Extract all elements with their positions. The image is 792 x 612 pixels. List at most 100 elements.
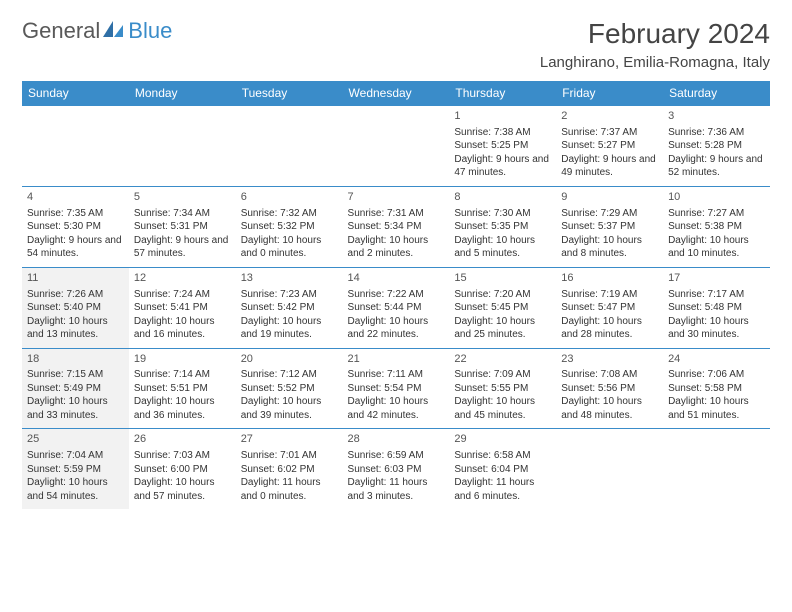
calendar-cell: 18Sunrise: 7:15 AMSunset: 5:49 PMDayligh… xyxy=(22,348,129,429)
sunrise-line: Sunrise: 7:37 AM xyxy=(561,126,658,140)
daylight-line: Daylight: 11 hours and 0 minutes. xyxy=(241,476,338,503)
calendar-cell xyxy=(343,106,450,187)
sunset-line: Sunset: 5:35 PM xyxy=(454,220,551,234)
day-number: 11 xyxy=(27,271,124,286)
day-number: 3 xyxy=(668,109,765,124)
day-number: 23 xyxy=(561,352,658,367)
daylight-line: Daylight: 9 hours and 49 minutes. xyxy=(561,153,658,180)
daylight-line: Daylight: 10 hours and 28 minutes. xyxy=(561,315,658,342)
sunrise-line: Sunrise: 7:29 AM xyxy=(561,207,658,221)
daylight-line: Daylight: 11 hours and 3 minutes. xyxy=(348,476,445,503)
daylight-line: Daylight: 9 hours and 54 minutes. xyxy=(27,234,124,261)
sunrise-line: Sunrise: 7:23 AM xyxy=(241,288,338,302)
daylight-line: Daylight: 10 hours and 13 minutes. xyxy=(27,315,124,342)
day-header: Friday xyxy=(556,81,663,106)
sunset-line: Sunset: 5:59 PM xyxy=(27,463,124,477)
sunrise-line: Sunrise: 7:11 AM xyxy=(348,368,445,382)
calendar-cell xyxy=(129,106,236,187)
day-number: 18 xyxy=(27,352,124,367)
calendar-cell: 7Sunrise: 7:31 AMSunset: 5:34 PMDaylight… xyxy=(343,186,450,267)
day-header: Saturday xyxy=(663,81,770,106)
calendar-cell: 15Sunrise: 7:20 AMSunset: 5:45 PMDayligh… xyxy=(449,267,556,348)
day-number: 27 xyxy=(241,432,338,447)
sunset-line: Sunset: 5:34 PM xyxy=(348,220,445,234)
calendar-cell: 12Sunrise: 7:24 AMSunset: 5:41 PMDayligh… xyxy=(129,267,236,348)
sunrise-line: Sunrise: 7:03 AM xyxy=(134,449,231,463)
day-header-row: SundayMondayTuesdayWednesdayThursdayFrid… xyxy=(22,81,770,106)
calendar-row: 18Sunrise: 7:15 AMSunset: 5:49 PMDayligh… xyxy=(22,348,770,429)
logo-sail-icon xyxy=(103,19,125,44)
day-number: 19 xyxy=(134,352,231,367)
sunset-line: Sunset: 5:31 PM xyxy=(134,220,231,234)
daylight-line: Daylight: 10 hours and 2 minutes. xyxy=(348,234,445,261)
sunrise-line: Sunrise: 7:15 AM xyxy=(27,368,124,382)
calendar-body: 1Sunrise: 7:38 AMSunset: 5:25 PMDaylight… xyxy=(22,106,770,510)
day-number: 20 xyxy=(241,352,338,367)
day-number: 16 xyxy=(561,271,658,286)
title-block: February 2024 Langhirano, Emilia-Romagna… xyxy=(540,18,770,71)
sunrise-line: Sunrise: 7:01 AM xyxy=(241,449,338,463)
sunset-line: Sunset: 5:47 PM xyxy=(561,301,658,315)
calendar-cell: 29Sunrise: 6:58 AMSunset: 6:04 PMDayligh… xyxy=(449,429,556,509)
sunset-line: Sunset: 5:27 PM xyxy=(561,139,658,153)
daylight-line: Daylight: 10 hours and 33 minutes. xyxy=(27,395,124,422)
day-header: Wednesday xyxy=(343,81,450,106)
daylight-line: Daylight: 10 hours and 36 minutes. xyxy=(134,395,231,422)
day-number: 17 xyxy=(668,271,765,286)
sunrise-line: Sunrise: 7:30 AM xyxy=(454,207,551,221)
sunrise-line: Sunrise: 7:34 AM xyxy=(134,207,231,221)
calendar-cell: 19Sunrise: 7:14 AMSunset: 5:51 PMDayligh… xyxy=(129,348,236,429)
daylight-line: Daylight: 10 hours and 45 minutes. xyxy=(454,395,551,422)
sunset-line: Sunset: 5:38 PM xyxy=(668,220,765,234)
calendar-cell: 23Sunrise: 7:08 AMSunset: 5:56 PMDayligh… xyxy=(556,348,663,429)
day-number: 28 xyxy=(348,432,445,447)
sunrise-line: Sunrise: 7:20 AM xyxy=(454,288,551,302)
sunset-line: Sunset: 6:00 PM xyxy=(134,463,231,477)
calendar-cell: 1Sunrise: 7:38 AMSunset: 5:25 PMDaylight… xyxy=(449,106,556,187)
calendar-cell xyxy=(236,106,343,187)
calendar-cell: 4Sunrise: 7:35 AMSunset: 5:30 PMDaylight… xyxy=(22,186,129,267)
calendar-cell: 10Sunrise: 7:27 AMSunset: 5:38 PMDayligh… xyxy=(663,186,770,267)
calendar-cell: 25Sunrise: 7:04 AMSunset: 5:59 PMDayligh… xyxy=(22,429,129,509)
sunrise-line: Sunrise: 7:24 AM xyxy=(134,288,231,302)
calendar-cell: 9Sunrise: 7:29 AMSunset: 5:37 PMDaylight… xyxy=(556,186,663,267)
day-number: 7 xyxy=(348,190,445,205)
sunset-line: Sunset: 5:41 PM xyxy=(134,301,231,315)
sunrise-line: Sunrise: 7:22 AM xyxy=(348,288,445,302)
sunset-line: Sunset: 5:37 PM xyxy=(561,220,658,234)
calendar-cell: 6Sunrise: 7:32 AMSunset: 5:32 PMDaylight… xyxy=(236,186,343,267)
day-number: 26 xyxy=(134,432,231,447)
calendar-row: 4Sunrise: 7:35 AMSunset: 5:30 PMDaylight… xyxy=(22,186,770,267)
sunrise-line: Sunrise: 7:04 AM xyxy=(27,449,124,463)
calendar-cell: 21Sunrise: 7:11 AMSunset: 5:54 PMDayligh… xyxy=(343,348,450,429)
daylight-line: Daylight: 10 hours and 39 minutes. xyxy=(241,395,338,422)
daylight-line: Daylight: 9 hours and 47 minutes. xyxy=(454,153,551,180)
sunset-line: Sunset: 5:51 PM xyxy=(134,382,231,396)
day-number: 12 xyxy=(134,271,231,286)
daylight-line: Daylight: 10 hours and 19 minutes. xyxy=(241,315,338,342)
day-number: 21 xyxy=(348,352,445,367)
calendar-cell: 14Sunrise: 7:22 AMSunset: 5:44 PMDayligh… xyxy=(343,267,450,348)
day-header: Monday xyxy=(129,81,236,106)
sunrise-line: Sunrise: 7:09 AM xyxy=(454,368,551,382)
sunrise-line: Sunrise: 6:59 AM xyxy=(348,449,445,463)
sunrise-line: Sunrise: 7:27 AM xyxy=(668,207,765,221)
daylight-line: Daylight: 10 hours and 5 minutes. xyxy=(454,234,551,261)
calendar-cell: 28Sunrise: 6:59 AMSunset: 6:03 PMDayligh… xyxy=(343,429,450,509)
sunrise-line: Sunrise: 7:12 AM xyxy=(241,368,338,382)
sunrise-line: Sunrise: 7:14 AM xyxy=(134,368,231,382)
calendar-row: 11Sunrise: 7:26 AMSunset: 5:40 PMDayligh… xyxy=(22,267,770,348)
calendar-cell xyxy=(22,106,129,187)
day-number: 8 xyxy=(454,190,551,205)
calendar-cell: 26Sunrise: 7:03 AMSunset: 6:00 PMDayligh… xyxy=(129,429,236,509)
sunset-line: Sunset: 5:48 PM xyxy=(668,301,765,315)
calendar-cell xyxy=(663,429,770,509)
location: Langhirano, Emilia-Romagna, Italy xyxy=(540,54,770,71)
daylight-line: Daylight: 10 hours and 25 minutes. xyxy=(454,315,551,342)
sunset-line: Sunset: 6:04 PM xyxy=(454,463,551,477)
calendar-row: 1Sunrise: 7:38 AMSunset: 5:25 PMDaylight… xyxy=(22,106,770,187)
sunset-line: Sunset: 5:25 PM xyxy=(454,139,551,153)
sunset-line: Sunset: 5:45 PM xyxy=(454,301,551,315)
calendar-cell: 24Sunrise: 7:06 AMSunset: 5:58 PMDayligh… xyxy=(663,348,770,429)
sunset-line: Sunset: 5:55 PM xyxy=(454,382,551,396)
